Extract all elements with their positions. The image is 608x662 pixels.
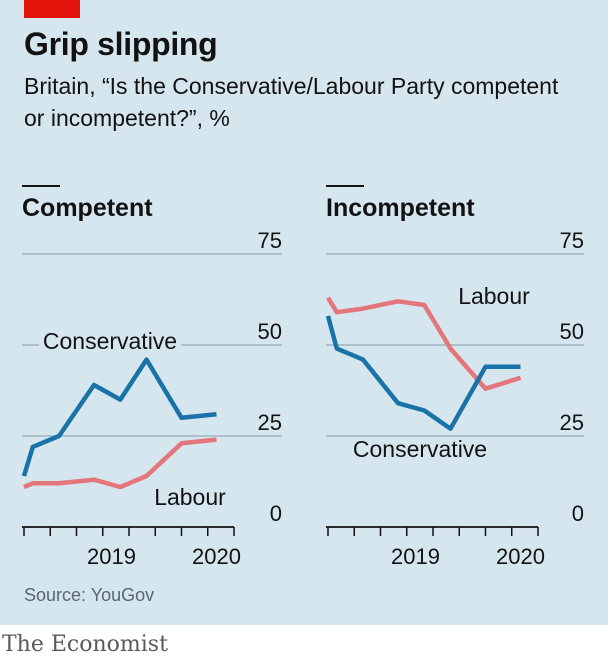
series-line-labour (23, 437, 217, 490)
chart-background (0, 0, 608, 625)
series-line-labour (326, 296, 522, 391)
series-label-labour: Labour (458, 283, 530, 309)
x-tick-label: 2019 (87, 544, 136, 569)
brand-red-tag (24, 0, 80, 18)
economist-logo: The Economist (2, 632, 168, 657)
y-tick-label: 0 (270, 501, 282, 526)
y-tick-label: 50 (258, 319, 282, 344)
chart-subtitle: Britain, “Is the Conservative/Labour Par… (24, 73, 559, 131)
source-note: Source: YouGov (24, 585, 155, 605)
panel-title: Competent (22, 194, 153, 222)
series-label-labour: Labour (154, 484, 226, 510)
label-knockout (38, 328, 182, 354)
y-tick-label: 75 (258, 228, 282, 253)
series-label-conservative: Conservative (43, 328, 177, 354)
y-tick-label: 75 (560, 228, 584, 253)
panel-title: Incompetent (326, 194, 475, 222)
series-label-conservative: Conservative (353, 436, 487, 462)
x-tick-label: 2020 (496, 544, 545, 569)
x-tick-label: 2019 (391, 544, 440, 569)
x-tick-label: 2020 (192, 544, 241, 569)
y-tick-label: 0 (572, 501, 584, 526)
series-line-conservative (21, 357, 217, 477)
chart-title: Grip slipping (24, 26, 218, 62)
series-line-conservative (325, 315, 521, 431)
y-tick-label: 25 (560, 410, 584, 435)
panel-competent: Competent 75 50 25 0 2019 2020 Conservative Labo… (21, 185, 282, 569)
y-tick-label: 50 (560, 319, 584, 344)
panel-incompetent: Incompetent 75 50 25 0 2019 2020 Conservative La… (325, 185, 584, 569)
charts-svg: Competent 75 50 25 0 2019 2020 Conservative Labo… (21, 185, 584, 569)
y-tick-label: 25 (258, 410, 282, 435)
